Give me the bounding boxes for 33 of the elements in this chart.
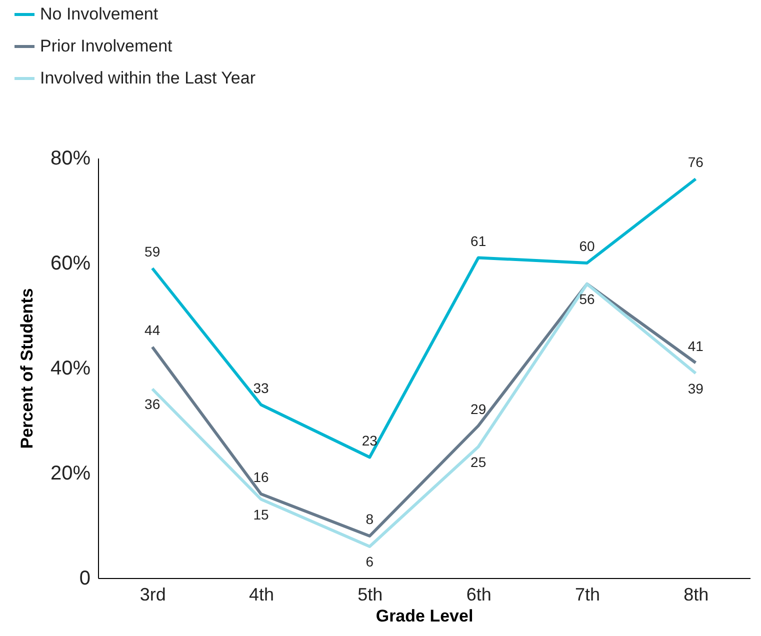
data-label: 16 (253, 469, 269, 485)
data-label: 76 (688, 154, 704, 170)
y-tick-label: 0 (79, 568, 90, 590)
x-axis-title: Grade Level (376, 606, 474, 626)
y-tick-label: 60% (50, 252, 91, 274)
data-label: 41 (688, 338, 704, 354)
x-tick-label: 8th (684, 584, 709, 604)
y-axis-title: Percent of Students (17, 288, 36, 449)
data-label: 56 (579, 291, 595, 307)
data-label: 15 (253, 506, 269, 522)
data-label: 61 (470, 232, 486, 249)
data-label: 33 (253, 380, 269, 396)
data-label: 25 (470, 454, 486, 470)
data-label: 44 (144, 322, 160, 338)
data-label: 23 (362, 432, 378, 448)
data-label: 59 (144, 243, 160, 260)
data-label: 36 (144, 396, 160, 412)
data-label: 29 (470, 400, 486, 417)
x-tick-label: 5th (358, 584, 383, 604)
y-tick-label: 20% (50, 462, 91, 484)
x-tick-label: 6th (466, 584, 492, 604)
x-tick-label: 4th (248, 584, 274, 604)
data-label: 39 (688, 380, 704, 396)
x-tick-label: 3rd (140, 584, 166, 604)
data-label: 6 (366, 554, 374, 570)
y-tick-label: 80% (50, 148, 91, 170)
data-label: 8 (366, 511, 374, 527)
x-tick-label: 7th (574, 584, 600, 604)
legend-label: No Involvement (40, 4, 158, 24)
data-label: 60 (579, 238, 595, 254)
legend-label: Prior Involvement (40, 36, 173, 56)
y-tick-label: 40% (50, 358, 91, 380)
legend-label: Involved within the Last Year (40, 68, 256, 88)
